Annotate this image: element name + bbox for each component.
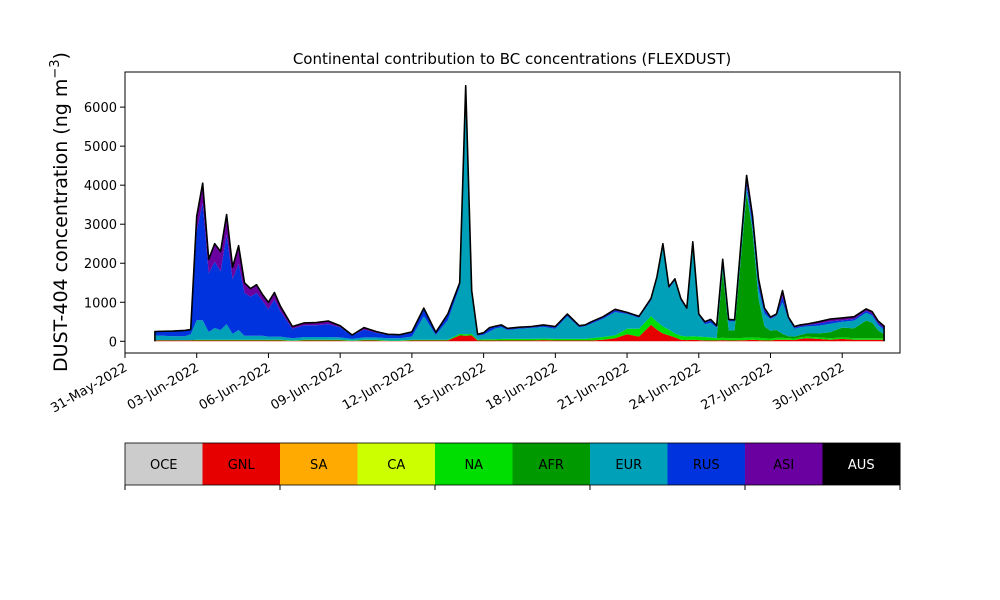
y-axis-label-close: )	[50, 52, 72, 59]
legend-label-eur: EUR	[615, 458, 642, 473]
legend-swatch-eur	[590, 443, 668, 485]
legend-label-asi: ASI	[773, 458, 794, 473]
area-series-na	[154, 316, 885, 341]
y-axis-label-main: DUST-404 concentration (ng m	[50, 79, 72, 372]
area-series-rus	[154, 86, 885, 339]
legend-swatch-asi	[745, 443, 823, 485]
legend-label-rus: RUS	[693, 458, 720, 473]
y-tick-label: 2000	[84, 257, 117, 272]
legend-label-na: NA	[464, 458, 483, 473]
legend-swatch-gnl	[202, 443, 281, 485]
y-axis-label-superscript: −3	[48, 59, 63, 78]
y-tick-label: 6000	[84, 101, 117, 116]
legend-colorbar: OCE GNL SA CA NA AFR EUR RUS ASI AUS	[124, 442, 901, 490]
stacked-areas	[154, 84, 885, 342]
y-tick-label: 0	[109, 335, 117, 350]
legend-label-afr: AFR	[539, 458, 564, 473]
legend-swatch-na	[435, 443, 513, 485]
y-tick-label: 5000	[84, 140, 117, 155]
y-tick-label: 1000	[84, 296, 117, 311]
y-axis: 0 1000 2000 3000 4000 5000 6000	[84, 101, 125, 350]
legend-swatch-ca	[357, 443, 436, 485]
y-tick-label: 4000	[84, 179, 117, 194]
legend-swatch-oce	[125, 443, 203, 485]
plot-frame	[124, 71, 901, 354]
plot-area	[124, 71, 901, 354]
legend-swatch-rus	[667, 443, 746, 485]
legend-label-sa: SA	[310, 458, 327, 473]
total-line	[154, 84, 885, 342]
chart-title: Continental contribution to BC concentra…	[293, 50, 731, 68]
y-axis-label: DUST-404 concentration (ng m−3)	[48, 52, 72, 372]
y-tick-label: 3000	[84, 218, 117, 233]
legend-label-gnl: GNL	[228, 458, 256, 473]
legend-swatch-afr	[512, 443, 591, 485]
legend-swatch-sa	[280, 443, 358, 485]
legend-frame	[124, 442, 901, 486]
legend-label-ca: CA	[387, 458, 405, 473]
area-series-gnl	[154, 324, 885, 342]
legend-label-oce: OCE	[150, 458, 178, 473]
legend-label-aus: AUS	[848, 458, 875, 473]
legend-swatch-aus	[822, 443, 901, 485]
